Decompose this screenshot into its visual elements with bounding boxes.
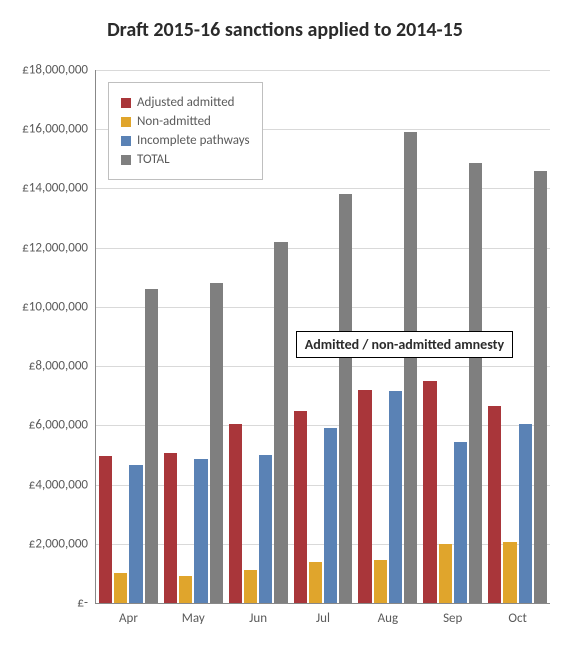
- y-tick-label: £-: [77, 596, 96, 611]
- legend: Adjusted admitted Non-admitted Incomplete …: [108, 82, 263, 180]
- legend-item: Non-admitted: [121, 114, 250, 129]
- y-tick-label: £14,000,000: [22, 181, 96, 196]
- bar: [309, 562, 322, 603]
- legend-label: Incomplete pathways: [137, 133, 250, 148]
- bar: [454, 442, 467, 603]
- legend-item: Incomplete pathways: [121, 133, 250, 148]
- x-tick-label: Oct: [508, 603, 526, 626]
- y-tick-label: £12,000,000: [22, 240, 96, 255]
- bar: [259, 455, 272, 603]
- y-tick-label: £2,000,000: [29, 536, 96, 551]
- x-tick-label: Sep: [443, 603, 462, 626]
- bar: [324, 428, 337, 603]
- bar: [439, 544, 452, 603]
- legend-label: Adjusted admitted: [137, 95, 235, 110]
- bar: [339, 194, 352, 603]
- bar: [423, 381, 436, 603]
- bar: [229, 424, 242, 603]
- bar: [488, 406, 501, 603]
- bar: [99, 456, 112, 603]
- legend-swatch: [121, 136, 131, 146]
- legend-swatch: [121, 155, 131, 165]
- plot-area: Adjusted admitted Non-admitted Incomplete …: [95, 70, 550, 604]
- legend-item: Adjusted admitted: [121, 95, 250, 110]
- y-tick-label: £8,000,000: [29, 359, 96, 374]
- bar: [164, 453, 177, 603]
- bar: [374, 560, 387, 603]
- y-tick-label: £6,000,000: [29, 418, 96, 433]
- annotation-box: Admitted / non-admitted amnesty: [296, 331, 513, 358]
- legend-item: TOTAL: [121, 152, 250, 167]
- y-tick-label: £18,000,000: [22, 63, 96, 78]
- bar: [145, 289, 158, 603]
- legend-label: TOTAL: [137, 152, 170, 167]
- bar: [389, 391, 402, 603]
- bar: [244, 570, 257, 603]
- bar: [274, 242, 287, 603]
- y-tick-label: £10,000,000: [22, 299, 96, 314]
- chart-title: Draft 2015-16 sanctions applied to 2014-…: [10, 18, 560, 42]
- bar: [519, 424, 532, 603]
- bar: [294, 411, 307, 603]
- bar: [194, 459, 207, 603]
- bar: [210, 283, 223, 603]
- bar: [534, 171, 547, 603]
- x-tick-label: Aug: [378, 603, 398, 626]
- x-tick-label: Apr: [119, 603, 138, 626]
- x-tick-label: Jul: [316, 603, 330, 626]
- x-tick-label: May: [182, 603, 205, 626]
- y-tick-label: £4,000,000: [29, 477, 96, 492]
- legend-label: Non-admitted: [137, 114, 211, 129]
- x-tick-label: Jun: [249, 603, 267, 626]
- bar: [179, 576, 192, 603]
- legend-swatch: [121, 117, 131, 127]
- bar: [469, 163, 482, 603]
- bar: [358, 390, 371, 603]
- bar: [503, 542, 516, 603]
- legend-swatch: [121, 98, 131, 108]
- y-tick-label: £16,000,000: [22, 122, 96, 137]
- chart-container: Draft 2015-16 sanctions applied to 2014-…: [0, 0, 575, 654]
- bar: [114, 573, 127, 603]
- bar: [129, 465, 142, 603]
- bar: [404, 132, 417, 603]
